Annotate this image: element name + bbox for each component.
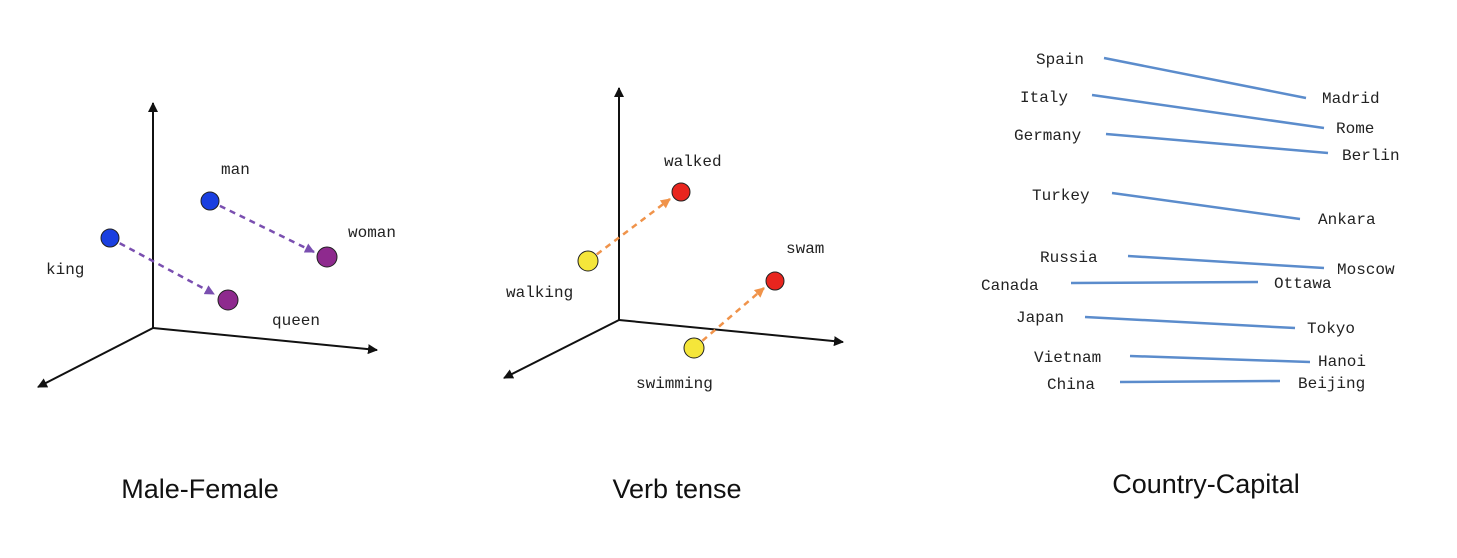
pair-line-italy-rome	[1091, 93, 1325, 130]
king-point	[100, 228, 120, 248]
pair-line-vietnam-hanoi	[1129, 354, 1311, 364]
label-woman: woman	[348, 224, 396, 242]
queen-point	[217, 289, 239, 311]
pair-line-canada-ottawa	[1070, 280, 1259, 285]
capital-beijing: Beijing	[1298, 375, 1365, 393]
pair-line-japan-tokyo	[1084, 315, 1296, 330]
x-axis	[152, 327, 378, 355]
label-king: king	[46, 261, 84, 279]
label-queen: queen	[272, 312, 320, 330]
pair-line-turkey-ankara	[1111, 191, 1301, 221]
label-walked: walked	[664, 153, 722, 171]
country-china: China	[1047, 376, 1095, 394]
country-turkey: Turkey	[1032, 187, 1090, 205]
country-canada: Canada	[981, 277, 1039, 295]
label-swam: swam	[786, 240, 824, 258]
label-swimming: swimming	[636, 375, 713, 393]
walking-point	[577, 250, 599, 272]
country-vietnam: Vietnam	[1034, 349, 1101, 367]
caption-verb-tense: Verb tense	[612, 474, 741, 504]
walking-walked-arrow	[587, 198, 671, 262]
country-italy: Italy	[1020, 89, 1068, 107]
x-axis	[618, 319, 844, 347]
country-japan: Japan	[1016, 309, 1064, 327]
capital-madrid: Madrid	[1322, 90, 1380, 108]
pair-line-spain-madrid	[1103, 56, 1307, 100]
country-germany: Germany	[1014, 127, 1082, 145]
caption-male-female: Male-Female	[121, 474, 279, 504]
pair-line-germany-berlin	[1105, 132, 1329, 155]
swimming-point	[683, 337, 705, 359]
caption-country-capital: Country-Capital	[1112, 469, 1300, 499]
label-man: man	[221, 161, 250, 179]
capital-berlin: Berlin	[1342, 147, 1400, 165]
capital-ankara: Ankara	[1318, 211, 1376, 229]
panel-male-female: man woman king queen Male-Female	[37, 102, 396, 504]
capital-hanoi: Hanoi	[1318, 353, 1366, 371]
capital-tokyo: Tokyo	[1307, 320, 1355, 338]
z-axis	[37, 327, 154, 388]
swimming-swam-arrow	[693, 287, 765, 349]
man-woman-arrow	[209, 199, 315, 254]
capital-ottawa: Ottawa	[1274, 275, 1332, 293]
capital-rome: Rome	[1336, 120, 1374, 138]
panel-verb-tense: walked walking swam swimming Verb tense	[503, 87, 844, 504]
pair-line-china-beijing	[1119, 379, 1281, 384]
woman-point	[316, 246, 338, 268]
capital-moscow: Moscow	[1337, 261, 1395, 279]
pair-line-russia-moscow	[1127, 254, 1325, 270]
label-walking: walking	[506, 284, 573, 302]
man-point	[200, 191, 220, 211]
swam-point	[765, 271, 785, 291]
king-queen-arrow	[109, 236, 215, 296]
z-axis	[503, 319, 620, 379]
country-spain: Spain	[1036, 51, 1084, 69]
panel-country-capital: Spain Italy Germany Turkey Russia Canada…	[981, 51, 1400, 499]
country-russia: Russia	[1040, 249, 1098, 267]
walked-point	[671, 182, 691, 202]
